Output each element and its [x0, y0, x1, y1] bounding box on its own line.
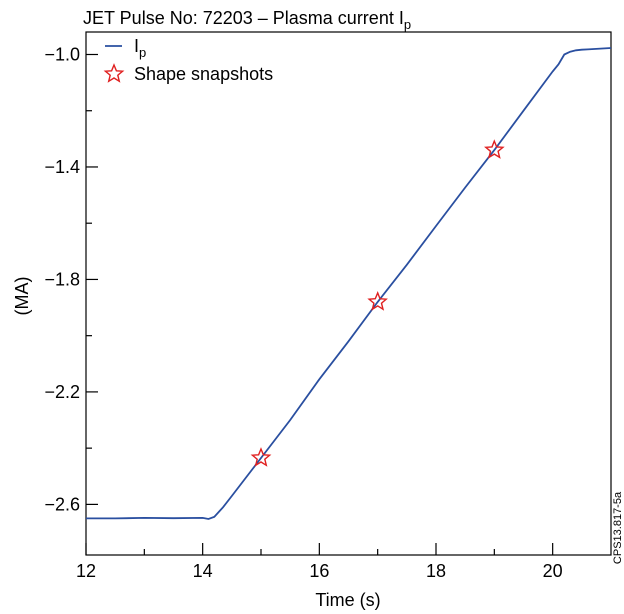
y-axis-title: (MA)	[12, 277, 32, 316]
legend-star-icon	[103, 63, 125, 83]
x-tick-label: 20	[543, 561, 563, 581]
shape-snapshot-markers	[250, 139, 505, 467]
x-axis-ticks: 12 14 16 18 20	[76, 543, 563, 581]
y-tick-label: −2.6	[44, 494, 80, 514]
legend-label-ip-subscript: p	[139, 45, 146, 60]
star-marker	[367, 291, 388, 311]
y-tick-label: −1.0	[44, 44, 80, 64]
legend-label-ip: Ip	[134, 36, 146, 60]
star-marker	[484, 139, 505, 159]
x-tick-label: 16	[309, 561, 329, 581]
legend-label-ip-main: I	[134, 36, 139, 56]
plot-frame	[85, 31, 612, 556]
y-axis-ticks: −2.6 −2.2 −1.8 −1.4 −1.0	[44, 44, 98, 514]
y-tick-label: −1.8	[44, 269, 80, 289]
y-tick-label: −2.2	[44, 382, 80, 402]
figure-reference-code: CPS13.817-5a	[612, 491, 624, 564]
chart-title: JET Pulse No: 72203 – Plasma current Ip	[83, 8, 411, 32]
x-tick-label: 18	[426, 561, 446, 581]
x-axis-title: Time (s)	[315, 590, 380, 610]
x-tick-label: 14	[193, 561, 213, 581]
chart-title-subscript: p	[404, 17, 411, 32]
series-line-ip	[86, 47, 612, 520]
x-tick-label: 12	[76, 561, 96, 581]
chart-title-main: JET Pulse No: 72203 – Plasma current I	[83, 8, 404, 28]
legend: Ip Shape snapshots	[103, 36, 273, 84]
legend-label-snapshots: Shape snapshots	[134, 64, 273, 84]
y-tick-label: −1.4	[44, 157, 80, 177]
star-marker	[250, 447, 272, 467]
